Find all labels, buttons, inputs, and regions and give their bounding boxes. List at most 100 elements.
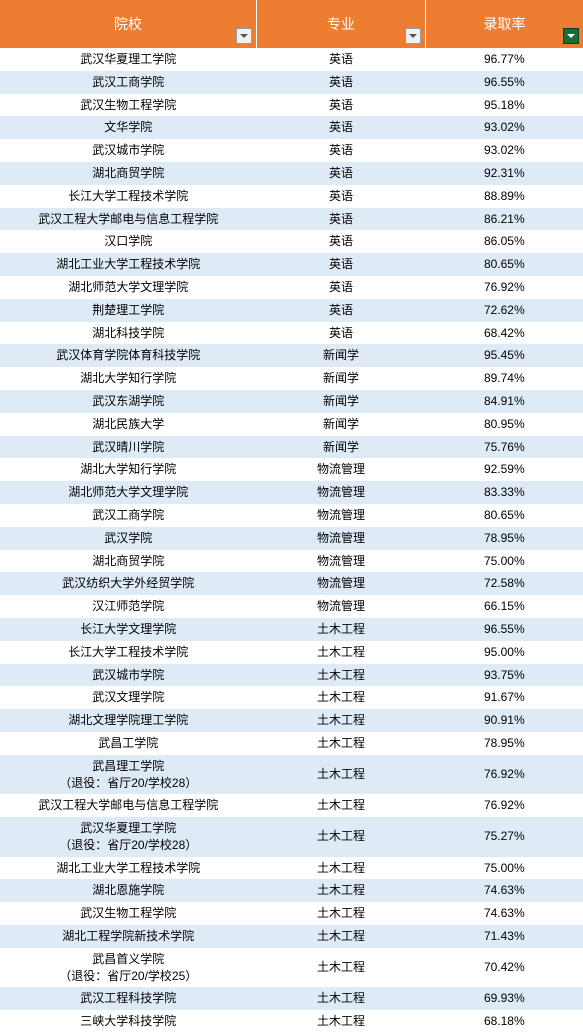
cell-school: 湖北商贸学院 <box>0 162 257 185</box>
table-row: 湖北师范大学文理学院物流管理83.33% <box>0 481 583 504</box>
table-row: 武汉城市学院土木工程93.75% <box>0 664 583 687</box>
cell-rate: 92.31% <box>426 162 583 185</box>
table-row: 武汉城市学院英语93.02% <box>0 139 583 162</box>
table-row: 武汉工商学院物流管理80.65% <box>0 504 583 527</box>
table-row: 文华学院英语93.02% <box>0 116 583 139</box>
cell-school: 湖北科技学院 <box>0 322 257 345</box>
cell-major: 新闻学 <box>257 390 426 413</box>
cell-rate: 76.92% <box>426 794 583 817</box>
cell-major: 土木工程 <box>257 925 426 948</box>
cell-rate: 78.95% <box>426 732 583 755</box>
cell-rate: 80.65% <box>426 253 583 276</box>
cell-major: 英语 <box>257 253 426 276</box>
cell-major: 英语 <box>257 276 426 299</box>
cell-school: 荆楚理工学院 <box>0 299 257 322</box>
table-row: 湖北商贸学院英语92.31% <box>0 162 583 185</box>
table-row: 武汉学院物流管理78.95% <box>0 527 583 550</box>
cell-rate: 90.91% <box>426 709 583 732</box>
table-row: 武昌工学院土木工程78.95% <box>0 732 583 755</box>
cell-school: 湖北大学知行学院 <box>0 367 257 390</box>
cell-major: 土木工程 <box>257 794 426 817</box>
cell-rate: 72.62% <box>426 299 583 322</box>
cell-major: 英语 <box>257 139 426 162</box>
cell-major: 土木工程 <box>257 641 426 664</box>
cell-rate: 95.18% <box>426 94 583 117</box>
table-row: 湖北大学知行学院新闻学89.74% <box>0 367 583 390</box>
cell-major: 土木工程 <box>257 857 426 880</box>
table-row: 长江大学工程技术学院英语88.89% <box>0 185 583 208</box>
cell-school: 武汉工程大学邮电与信息工程学院 <box>0 794 257 817</box>
cell-school: 武汉体育学院体育科技学院 <box>0 344 257 367</box>
cell-major: 物流管理 <box>257 572 426 595</box>
table-row: 湖北科技学院英语68.42% <box>0 322 583 345</box>
table-row: 汉江师范学院物流管理66.15% <box>0 595 583 618</box>
table-row: 武汉生物工程学院土木工程74.63% <box>0 902 583 925</box>
cell-rate: 92.59% <box>426 458 583 481</box>
cell-major: 土木工程 <box>257 664 426 687</box>
cell-major: 土木工程 <box>257 618 426 641</box>
cell-school: 武汉生物工程学院 <box>0 94 257 117</box>
table-row: 武汉工程科技学院土木工程69.93% <box>0 987 583 1010</box>
table-row: 湖北大学知行学院物流管理92.59% <box>0 458 583 481</box>
cell-school: 武昌工学院 <box>0 732 257 755</box>
header-label: 录取率 <box>484 16 526 32</box>
cell-rate: 75.76% <box>426 436 583 459</box>
cell-school: 湖北工程学院新技术学院 <box>0 925 257 948</box>
cell-rate: 66.15% <box>426 595 583 618</box>
table-row: 长江大学工程技术学院土木工程95.00% <box>0 641 583 664</box>
filter-dropdown-icon[interactable] <box>405 28 421 44</box>
cell-rate: 75.00% <box>426 550 583 573</box>
cell-major: 土木工程 <box>257 755 426 795</box>
cell-major: 土木工程 <box>257 686 426 709</box>
cell-rate: 72.58% <box>426 572 583 595</box>
sort-descending-icon[interactable] <box>563 28 579 44</box>
table-row: 长江大学文理学院土木工程96.55% <box>0 618 583 641</box>
cell-school: 武汉工程大学邮电与信息工程学院 <box>0 208 257 231</box>
filter-dropdown-icon[interactable] <box>236 28 252 44</box>
cell-school: 湖北商贸学院 <box>0 550 257 573</box>
cell-rate: 71.43% <box>426 925 583 948</box>
cell-school: 文华学院 <box>0 116 257 139</box>
table-row: 湖北商贸学院物流管理75.00% <box>0 550 583 573</box>
cell-rate: 69.93% <box>426 987 583 1010</box>
cell-major: 英语 <box>257 94 426 117</box>
table-row: 武汉生物工程学院英语95.18% <box>0 94 583 117</box>
cell-rate: 93.75% <box>426 664 583 687</box>
cell-rate: 88.89% <box>426 185 583 208</box>
cell-school: 武汉生物工程学院 <box>0 902 257 925</box>
cell-school: 湖北文理学院理工学院 <box>0 709 257 732</box>
cell-school: 三峡大学科技学院 <box>0 1010 257 1033</box>
cell-major: 物流管理 <box>257 504 426 527</box>
cell-school: 武汉华夏理工学院 <box>0 48 257 71</box>
cell-major: 英语 <box>257 116 426 139</box>
header-major: 专业 <box>257 0 426 48</box>
table-row: 武汉体育学院体育科技学院新闻学95.45% <box>0 344 583 367</box>
cell-major: 土木工程 <box>257 902 426 925</box>
cell-school: 湖北师范大学文理学院 <box>0 276 257 299</box>
cell-school: 武汉华夏理工学院（退役：省厅20/学校28） <box>0 817 257 857</box>
cell-rate: 78.95% <box>426 527 583 550</box>
cell-major: 英语 <box>257 208 426 231</box>
cell-major: 英语 <box>257 48 426 71</box>
cell-major: 新闻学 <box>257 344 426 367</box>
cell-major: 物流管理 <box>257 527 426 550</box>
table-row: 武汉工程大学邮电与信息工程学院英语86.21% <box>0 208 583 231</box>
cell-school: 湖北工业大学工程技术学院 <box>0 253 257 276</box>
cell-rate: 74.63% <box>426 902 583 925</box>
cell-school: 武汉工商学院 <box>0 504 257 527</box>
header-rate: 录取率 <box>426 0 583 48</box>
cell-rate: 96.77% <box>426 48 583 71</box>
cell-major: 英语 <box>257 230 426 253</box>
cell-school: 汉口学院 <box>0 230 257 253</box>
table-row: 武汉纺织大学外经贸学院物流管理72.58% <box>0 572 583 595</box>
cell-rate: 75.27% <box>426 817 583 857</box>
table-row: 湖北工业大学工程技术学院土木工程75.00% <box>0 857 583 880</box>
cell-rate: 74.63% <box>426 879 583 902</box>
cell-major: 物流管理 <box>257 458 426 481</box>
cell-school: 湖北师范大学文理学院 <box>0 481 257 504</box>
cell-rate: 96.55% <box>426 618 583 641</box>
cell-rate: 91.67% <box>426 686 583 709</box>
table-row: 湖北民族大学新闻学80.95% <box>0 413 583 436</box>
cell-school: 长江大学工程技术学院 <box>0 641 257 664</box>
cell-rate: 68.42% <box>426 322 583 345</box>
